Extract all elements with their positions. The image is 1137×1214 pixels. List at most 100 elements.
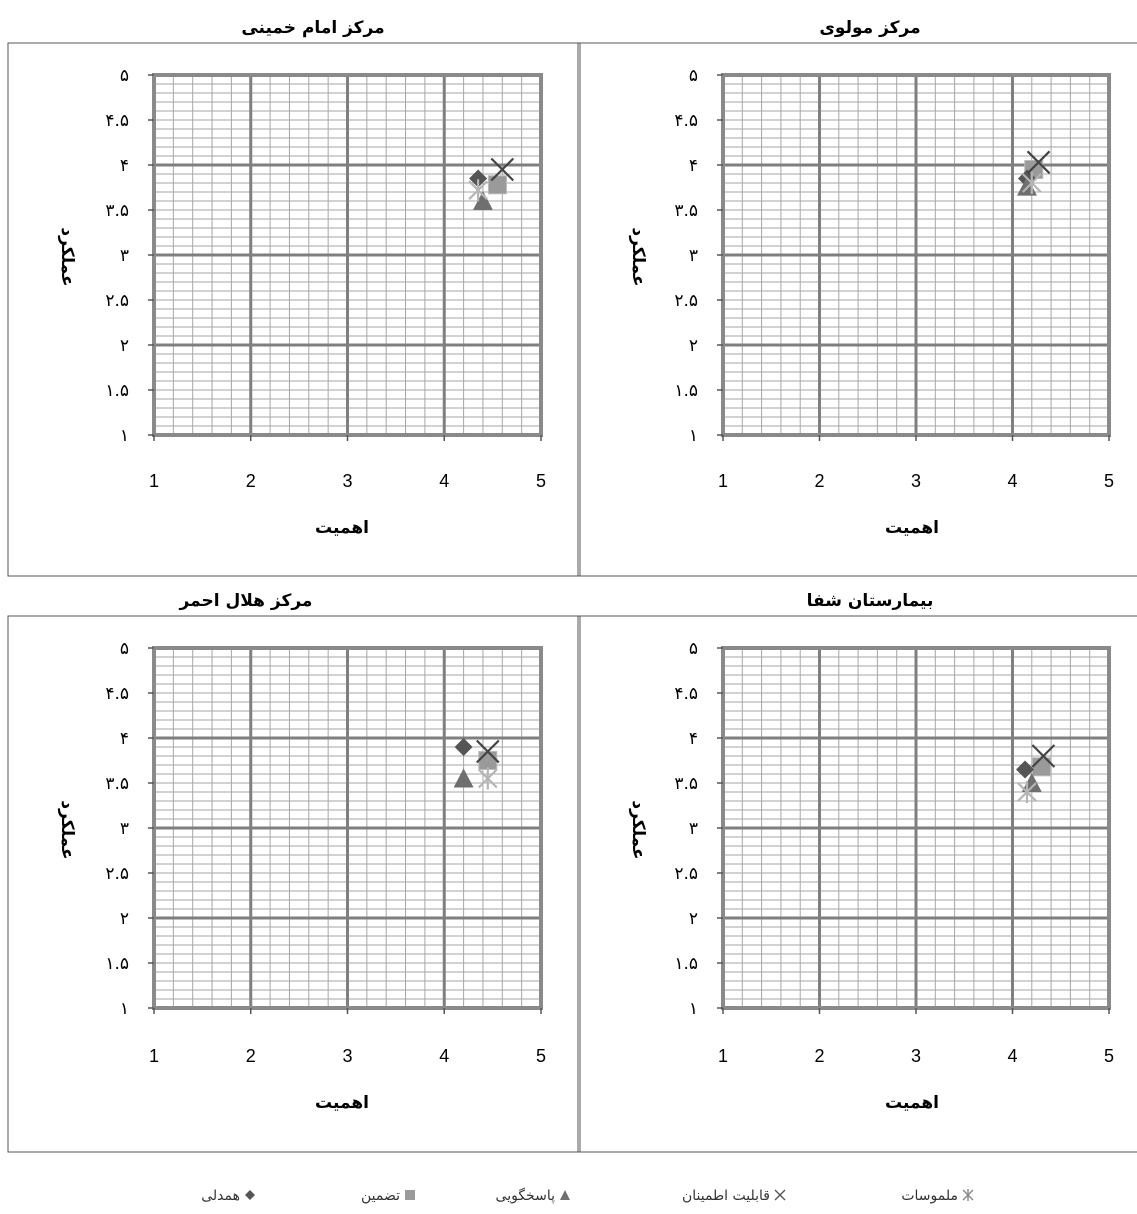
y-tick-label: ۵: [120, 66, 129, 86]
y-tick-label: ۴: [689, 156, 698, 176]
data-point-asterisk: [468, 179, 488, 202]
x-axis-label: اهمیت: [885, 1093, 939, 1113]
x-tick-label: 2: [814, 471, 824, 491]
y-axis-label: عملکرد: [57, 800, 77, 859]
y-tick-label: ۲.۵: [105, 864, 129, 884]
legend-label: تضمین: [361, 1188, 400, 1204]
data-point-x: [1031, 744, 1056, 768]
y-tick-label: ۳.۵: [674, 201, 698, 221]
data-point-asterisk: [1022, 172, 1042, 194]
x-axis-label: اهمیت: [315, 1093, 369, 1113]
y-tick-label: ۱: [689, 426, 698, 446]
y-tick-label: ۲: [689, 909, 698, 929]
legend-item: همدلی: [201, 1188, 255, 1204]
y-tick-label: ۱.۵: [674, 954, 698, 974]
y-tick-label: ۳.۵: [105, 201, 129, 221]
data-point-triangle: [472, 191, 493, 210]
panel-frame: [577, 42, 1137, 577]
x-tick-label: 3: [342, 471, 352, 491]
data-point-asterisk: [1017, 781, 1037, 803]
y-tick-label: ۱.۵: [105, 381, 129, 401]
x-tick-label: 3: [911, 1046, 921, 1066]
x-axis-label: اهمیت: [315, 518, 369, 538]
panels: ۱ ۱.۵ ۲ ۲.۵ ۳ ۳.۵ ۴ ۴.۵ ۵ 1 2 3 4 5 مرکز مولوی اهمیت عمل…: [57, 18, 1114, 1113]
x-tick-label: 3: [911, 471, 921, 491]
legend-marker-asterisk: [962, 1189, 974, 1201]
data-point-diamond: [1016, 760, 1035, 779]
y-tick-label: ۵: [120, 639, 129, 659]
chart-title: مرکز هلال احمر: [179, 591, 313, 611]
y-tick-label: ۳: [120, 819, 129, 839]
y-tick-label: ۳: [120, 246, 129, 266]
x-tick-label: 5: [1104, 1046, 1114, 1066]
legend-marker-diamond: [245, 1190, 255, 1200]
y-tick-label: ۲.۵: [674, 291, 698, 311]
x-tick-label: 4: [1007, 1046, 1017, 1066]
grid-lines: [723, 75, 1109, 435]
panel-frame: [7, 42, 581, 577]
data-point-asterisk: [478, 767, 498, 790]
data-point-square: [487, 175, 507, 195]
y-tick-label: ۱.۵: [674, 381, 698, 401]
scatter-panel: ۱ ۱.۵ ۲ ۲.۵ ۳ ۳.۵ ۴ ۴.۵ ۵ 1 2 3 4 5 مرکز هلال احمر اهمی…: [57, 591, 546, 1113]
y-tick-label: ۳: [689, 246, 698, 266]
y-tick-label: ۳: [689, 819, 698, 839]
data-point-x: [490, 157, 515, 182]
y-tick-label: ۱.۵: [105, 954, 129, 974]
x-tick-label: 1: [718, 471, 728, 491]
legend-marker-x: [774, 1189, 786, 1201]
y-tick-label: ۲: [120, 336, 129, 356]
scatter-panel: ۱ ۱.۵ ۲ ۲.۵ ۳ ۳.۵ ۴ ۴.۵ ۵ 1 2 3 4 5 بیمارستان شفا اهمیت…: [628, 591, 1114, 1113]
y-tick-label: ۴: [120, 156, 129, 176]
y-tick-label: ۱: [689, 999, 698, 1019]
x-tick-label: 2: [814, 1046, 824, 1066]
scatter-panel: ۱ ۱.۵ ۲ ۲.۵ ۳ ۳.۵ ۴ ۴.۵ ۵ 1 2 3 4 5 مرکز مولوی اهمیت عمل…: [628, 18, 1114, 538]
legend-item: پاسخگویی: [496, 1187, 570, 1204]
legend-label: همدلی: [201, 1188, 240, 1204]
data-point-diamond: [469, 169, 488, 188]
data-point-x: [1026, 150, 1051, 175]
y-tick-label: ۴.۵: [105, 111, 129, 131]
x-tick-label: 1: [718, 1046, 728, 1066]
x-tick-label: 1: [149, 471, 159, 491]
y-tick-label: ۴: [689, 729, 698, 749]
y-tick-label: ۴.۵: [105, 684, 129, 704]
y-tick-label: ۳.۵: [674, 774, 698, 794]
legend: ملموسات قابلیت اطمینان پاسخگویی تضمین همدلی: [201, 1187, 974, 1204]
data-point-diamond: [454, 738, 473, 756]
x-tick-label: 2: [246, 1046, 256, 1066]
x-tick-label: 2: [246, 471, 256, 491]
y-tick-label: ۴.۵: [674, 111, 698, 131]
y-tick-label: ۲.۵: [105, 291, 129, 311]
y-axis-label: عملکرد: [628, 227, 648, 286]
x-tick-label: 3: [342, 1046, 352, 1066]
x-tick-label: 4: [1007, 471, 1017, 491]
legend-item: ملموسات: [901, 1188, 974, 1204]
grid-lines: [154, 75, 541, 435]
legend-item: تضمین: [361, 1188, 415, 1204]
x-tick-label: 5: [1104, 471, 1114, 491]
panel-frame: [577, 615, 1137, 1153]
legend-label: قابلیت اطمینان: [682, 1188, 770, 1204]
y-tick-label: ۳.۵: [105, 774, 129, 794]
legend-label: پاسخگویی: [496, 1187, 556, 1204]
y-tick-label: ۲: [120, 909, 129, 929]
data-point-x: [476, 739, 500, 764]
y-axis-label: عملکرد: [57, 227, 77, 286]
y-tick-label: ۴: [120, 729, 129, 749]
legend-item: قابلیت اطمینان: [682, 1188, 786, 1204]
x-tick-label: 5: [536, 471, 546, 491]
y-tick-label: ۲.۵: [674, 864, 698, 884]
chart-title: مرکز امام خمینی: [241, 18, 384, 38]
x-tick-label: 4: [439, 471, 449, 491]
legend-marker-square: [405, 1190, 415, 1200]
data-point-square: [478, 751, 498, 770]
grid-lines: [723, 648, 1109, 1008]
grid-lines: [154, 648, 541, 1008]
y-tick-label: ۲: [689, 336, 698, 356]
legend-marker-triangle: [560, 1190, 570, 1200]
scatter-panel: ۱ ۱.۵ ۲ ۲.۵ ۳ ۳.۵ ۴ ۴.۵ ۵ 1 2 3 4 5 مرکز امام خمینی اهم…: [57, 18, 546, 538]
chart-title: بیمارستان شفا: [807, 591, 934, 611]
y-axis-label: عملکرد: [628, 800, 648, 859]
